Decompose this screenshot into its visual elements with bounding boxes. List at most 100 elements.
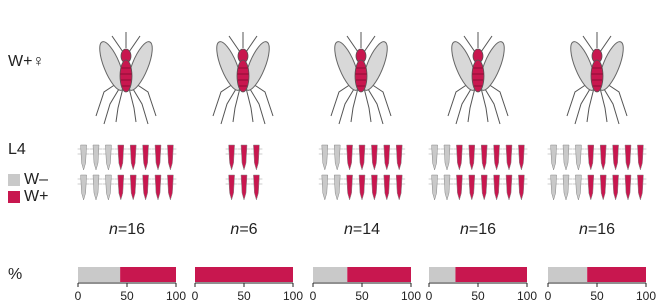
- larva: [319, 145, 331, 170]
- larva: [503, 175, 515, 200]
- larva-body: [444, 145, 450, 170]
- larva: [478, 175, 490, 200]
- larva: [491, 145, 503, 170]
- legend-label: W+: [24, 188, 48, 205]
- larva-body: [334, 175, 340, 200]
- larva-body: [241, 175, 247, 200]
- larva-body: [506, 145, 512, 170]
- larva-body: [229, 175, 235, 200]
- n-label: n=14: [344, 221, 380, 238]
- row-label: W+♀: [8, 53, 44, 70]
- bar-segment: [548, 267, 587, 282]
- larva: [356, 175, 368, 200]
- larva: [368, 175, 380, 200]
- larva-body: [359, 175, 365, 200]
- larva: [250, 145, 262, 170]
- larva-body: [118, 175, 124, 200]
- larva-body: [334, 145, 340, 170]
- larva-body: [93, 175, 99, 200]
- larva: [503, 145, 515, 170]
- n-label: n=16: [579, 221, 615, 238]
- x-tick-label: 50: [120, 289, 134, 303]
- larva: [344, 175, 356, 200]
- larva-body: [81, 175, 87, 200]
- larva-body: [347, 175, 353, 200]
- n-value: =14: [353, 221, 380, 238]
- larva-body: [396, 175, 402, 200]
- larva-body: [143, 145, 149, 170]
- larva-body: [518, 175, 524, 200]
- bar-segment: [195, 267, 293, 282]
- larva: [515, 145, 527, 170]
- x-tick-label: 100: [166, 289, 186, 303]
- x-tick-label: 50: [471, 289, 485, 303]
- larva: [152, 175, 164, 200]
- n-label: n=16: [109, 221, 145, 238]
- larva-body: [637, 145, 643, 170]
- larva: [115, 175, 127, 200]
- bar-segment: [313, 267, 347, 282]
- larva: [127, 145, 139, 170]
- larva: [127, 175, 139, 200]
- larva-body: [551, 175, 557, 200]
- legend-label: W–: [24, 171, 48, 188]
- larva: [393, 175, 405, 200]
- larva-body: [481, 175, 487, 200]
- larva-body: [347, 145, 353, 170]
- larva-body: [588, 145, 594, 170]
- larva: [331, 175, 343, 200]
- larva-body: [600, 145, 606, 170]
- larva: [381, 175, 393, 200]
- larva: [331, 145, 343, 170]
- larva: [610, 145, 622, 170]
- x-tick-label: 50: [355, 289, 369, 303]
- larva-body: [506, 175, 512, 200]
- larva-body: [155, 175, 161, 200]
- larva: [597, 175, 609, 200]
- larva-body: [575, 175, 581, 200]
- larva-body: [93, 145, 99, 170]
- larva-body: [456, 175, 462, 200]
- larva-body: [563, 175, 569, 200]
- larva-body: [613, 145, 619, 170]
- larva-body: [130, 175, 136, 200]
- larva-body: [118, 145, 124, 170]
- larva: [441, 145, 453, 170]
- larva: [226, 145, 238, 170]
- larva: [90, 145, 102, 170]
- larva-body: [130, 145, 136, 170]
- mosquito-icon: [212, 32, 274, 124]
- larva: [597, 145, 609, 170]
- larva: [102, 175, 114, 200]
- mosquito-icon: [330, 32, 392, 124]
- larva: [344, 145, 356, 170]
- row-label: L4: [8, 141, 26, 158]
- larva-body: [494, 145, 500, 170]
- larva-body: [551, 145, 557, 170]
- larva-body: [167, 145, 173, 170]
- larva-body: [444, 175, 450, 200]
- larva: [548, 175, 560, 200]
- n-symbol: n: [460, 221, 469, 238]
- larva: [238, 175, 250, 200]
- n-symbol: n: [579, 221, 588, 238]
- larva: [466, 145, 478, 170]
- n-value: =16: [118, 221, 145, 238]
- larva-body: [384, 175, 390, 200]
- n-label: n=6: [230, 221, 257, 238]
- larva: [164, 145, 176, 170]
- larva: [622, 175, 634, 200]
- x-tick-label: 0: [75, 289, 82, 303]
- mosquito-icon: [566, 32, 628, 124]
- larva-body: [384, 145, 390, 170]
- larva-body: [469, 175, 475, 200]
- n-value: =6: [239, 221, 257, 238]
- larva-body: [253, 175, 259, 200]
- larva-body: [432, 145, 438, 170]
- x-tick-label: 100: [283, 289, 303, 303]
- larva: [368, 145, 380, 170]
- larva: [453, 175, 465, 200]
- larva: [560, 175, 572, 200]
- x-tick-label: 100: [636, 289, 656, 303]
- larva-body: [371, 145, 377, 170]
